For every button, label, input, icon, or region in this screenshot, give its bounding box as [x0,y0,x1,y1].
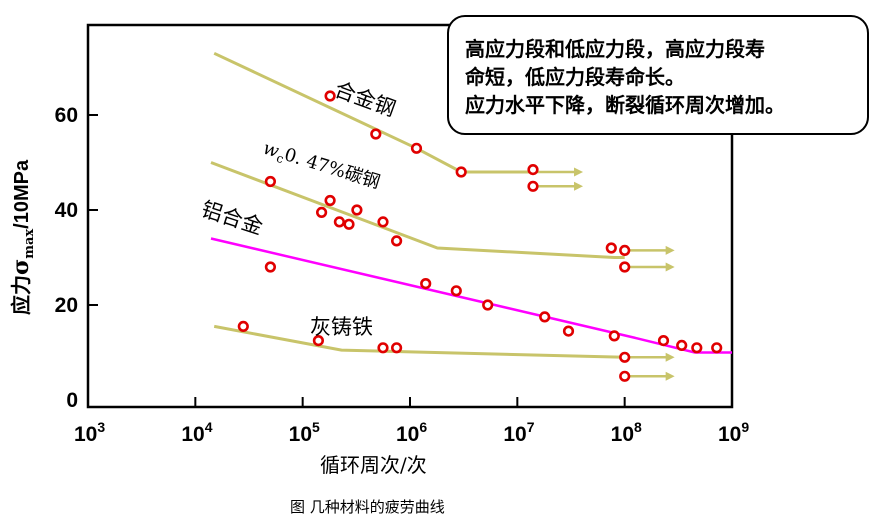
data-point [711,342,723,354]
data-point [539,311,551,323]
data-point [605,242,617,254]
y-axis-label: 应力σmax/10MPa [8,159,37,315]
data-point [316,206,328,218]
data-point [391,235,403,247]
x-tick-label: 105 [289,419,320,446]
data-point [264,175,277,188]
runout-arrowhead [574,167,584,177]
points-layer [237,90,723,382]
runout-arrowhead [665,262,675,272]
x-tick-label: 106 [396,419,427,446]
data-point [676,339,688,352]
x-tick-label: 109 [718,419,749,446]
data-point [343,218,355,230]
data-point [351,204,363,216]
runout-arrowhead [574,181,584,191]
data-point [420,278,432,290]
runout-arrowhead [665,245,675,255]
data-point [455,166,467,178]
series-curve [210,237,732,354]
data-point [619,351,631,363]
x-tick-label: 104 [181,419,212,446]
data-point [657,335,670,347]
data-point [377,216,389,228]
data-point [619,370,631,382]
data-point [264,261,277,273]
data-point [527,164,539,176]
callout-line: 高应力段和低应力段，高应力段寿 [465,37,765,61]
series-label-aluminum-alloy: 铝合金 [198,197,265,239]
series-label-gray-cast-iron: 灰铸铁 [310,315,373,339]
data-point [377,342,389,354]
x-tick-label: 108 [611,419,642,446]
data-point [691,342,703,354]
y-tick-label: 40 [55,199,78,222]
data-point [324,194,336,207]
ticks-layer: 103 104 105 106 107 108 109 0 20 40 60 [55,104,750,446]
series-curve [213,51,533,174]
data-point [410,142,423,154]
data-point [482,299,494,311]
data-point [562,325,575,337]
data-point [608,330,620,342]
x-axis-label: 循环周次/次 [320,453,427,477]
data-point [391,342,403,354]
callout-line: 应力水平下降，断裂循环周次增加。 [465,93,785,117]
figure-caption: 图 几种材料的疲劳曲线 [290,498,445,516]
data-point [333,216,346,228]
runout-arrowhead [665,371,675,381]
y-tick-label: 60 [55,104,78,127]
runout-arrowhead [665,352,675,362]
data-point [527,180,539,192]
annotation-callout: 高应力段和低应力段，高应力段寿 命短，低应力段寿命长。 应力水平下降，断裂循环周… [447,15,869,135]
data-point [237,320,249,333]
x-tick-label: 103 [74,419,105,446]
series-curve [210,161,625,259]
data-point [619,261,631,273]
data-point [619,244,631,256]
data-point [312,335,325,347]
y-tick-label: 20 [55,294,78,317]
x-tick-label: 107 [503,419,534,446]
data-point [370,128,382,140]
series-curve [213,324,625,359]
data-point [450,285,462,297]
y-tick-label: 0 [66,389,78,412]
data-point [324,90,336,102]
callout-line: 命短，低应力段寿命长。 [465,65,685,89]
